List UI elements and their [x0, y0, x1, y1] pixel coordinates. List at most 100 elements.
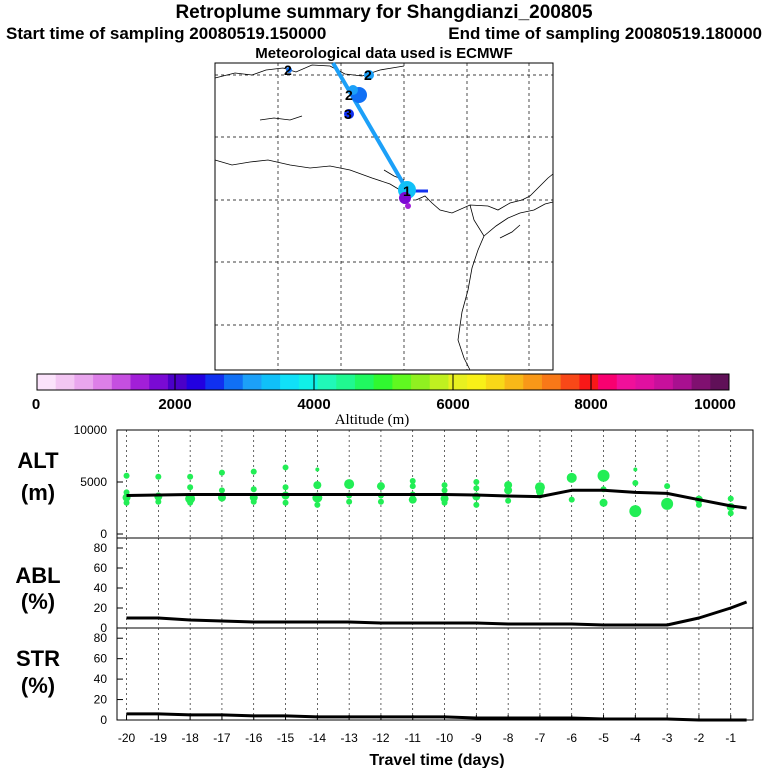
scatter-point [123, 472, 130, 479]
colorbar-swatch [485, 374, 506, 390]
x-tick-label: -10 [436, 731, 454, 745]
colorbar-swatch [691, 374, 711, 390]
scatter-point [441, 482, 448, 489]
y-tick-label: 80 [94, 541, 108, 555]
cluster-marker [344, 109, 354, 119]
colorbar-frame [36, 373, 730, 391]
colorbar-swatch [710, 374, 730, 390]
scatter-point [282, 464, 289, 471]
scatter-point [632, 480, 639, 487]
colorbar-swatch [541, 374, 562, 390]
end-time-label: End time of sampling 20080519.180000 [448, 24, 762, 43]
cluster-label: 1 [403, 183, 411, 199]
colorbar-swatch [130, 374, 150, 390]
colorbar-tick: 2000 [158, 396, 191, 413]
x-tick-label: -17 [213, 731, 231, 745]
panel-ylabel-unit: (%) [21, 589, 55, 614]
scatter-point [377, 498, 384, 505]
x-tick-label: -12 [372, 731, 390, 745]
colorbar-swatch [298, 374, 319, 390]
colorbar-swatch [392, 374, 412, 390]
x-tick-label: -6 [566, 731, 577, 745]
y-tick-label: 60 [94, 652, 108, 666]
y-tick-label: 5000 [80, 475, 107, 489]
colorbar-swatch [280, 374, 300, 390]
scatter-point [566, 472, 577, 483]
colorbar-swatch [560, 374, 580, 390]
colorbar-swatch [336, 374, 356, 390]
scatter-point [664, 483, 671, 490]
scatter-point [599, 498, 608, 507]
colorbar-swatch [261, 374, 281, 390]
panel-ylabel: ABL [15, 563, 60, 588]
colorbar-tick: 6000 [436, 396, 469, 413]
colorbar-swatch [93, 374, 113, 390]
y-tick-label: 0 [100, 527, 107, 541]
chart-title: Retroplume summary for Shangdianzi_20080… [175, 2, 593, 23]
x-tick-label: -1 [725, 731, 736, 745]
scatter-point [597, 469, 610, 482]
met-data-label: Meteorological data used is ECMWF [255, 45, 513, 62]
scatter-point [505, 497, 512, 504]
scatter-point [473, 501, 480, 508]
y-tick-label: 80 [94, 631, 108, 645]
scatter-point [315, 467, 320, 472]
colorbar-swatch [37, 374, 57, 390]
scatter-point [629, 505, 642, 518]
series-line [126, 712, 747, 722]
colorbar-swatch [317, 374, 337, 390]
y-tick-label: 10000 [74, 423, 108, 437]
colorbar-swatch [429, 374, 449, 390]
cluster-label: 2 [345, 87, 353, 103]
scatter-point [187, 473, 194, 480]
panel-frame [116, 627, 754, 721]
x-tick-label: -3 [662, 731, 673, 745]
colorbar-swatch [672, 374, 693, 390]
colorbar-swatch [111, 374, 132, 390]
x-tick-label: -14 [309, 731, 327, 745]
colorbar-swatch [373, 374, 393, 390]
colorbar-swatch [523, 374, 543, 390]
colorbar-swatch [74, 374, 94, 390]
colorbar-label: Altitude (m) [335, 412, 410, 428]
abl-panel: 0 20 40 60 80 ABL(%) [15, 537, 754, 635]
scatter-point [250, 486, 257, 493]
colorbar-tick: 4000 [297, 396, 330, 413]
colorbar-swatch [579, 374, 599, 390]
scatter-point [408, 495, 417, 504]
colorbar-tick: 8000 [574, 396, 607, 413]
start-time-label: Start time of sampling 20080519.150000 [6, 24, 327, 43]
x-tick-label: -7 [535, 731, 546, 745]
scatter-point [727, 510, 734, 517]
cluster-label: 2 [284, 62, 292, 78]
scatter-point [187, 499, 194, 506]
colorbar [36, 373, 730, 391]
colorbar-swatch [635, 374, 655, 390]
panel-ylabel: ALT [17, 448, 59, 473]
scatter-point [344, 479, 355, 490]
colorbar-swatch [448, 374, 468, 390]
scatter-point [313, 481, 322, 490]
scatter-point [282, 499, 289, 506]
x-tick-label: -9 [471, 731, 482, 745]
panel-ylabel: STR [16, 646, 60, 671]
colorbar-swatch [242, 374, 262, 390]
x-tick-label: -8 [503, 731, 514, 745]
scatter-point [218, 469, 225, 476]
colorbar-swatch [598, 374, 618, 390]
panel-frame [116, 537, 754, 629]
map-coastlines [214, 64, 554, 371]
colorbar-swatch [224, 374, 244, 390]
x-tick-label: -11 [405, 731, 422, 745]
trajectory-line [331, 61, 409, 192]
colorbar-swatch [654, 374, 674, 390]
x-tick-label: -15 [277, 731, 295, 745]
colorbar-swatch [186, 374, 206, 390]
scatter-point [409, 477, 416, 484]
scatter-point [473, 485, 480, 492]
colorbar-swatch [167, 374, 188, 390]
x-tick-label: -16 [245, 731, 263, 745]
scatter-point [441, 499, 448, 506]
scatter-point [250, 498, 257, 505]
colorbar-tick: 0 [32, 396, 40, 413]
